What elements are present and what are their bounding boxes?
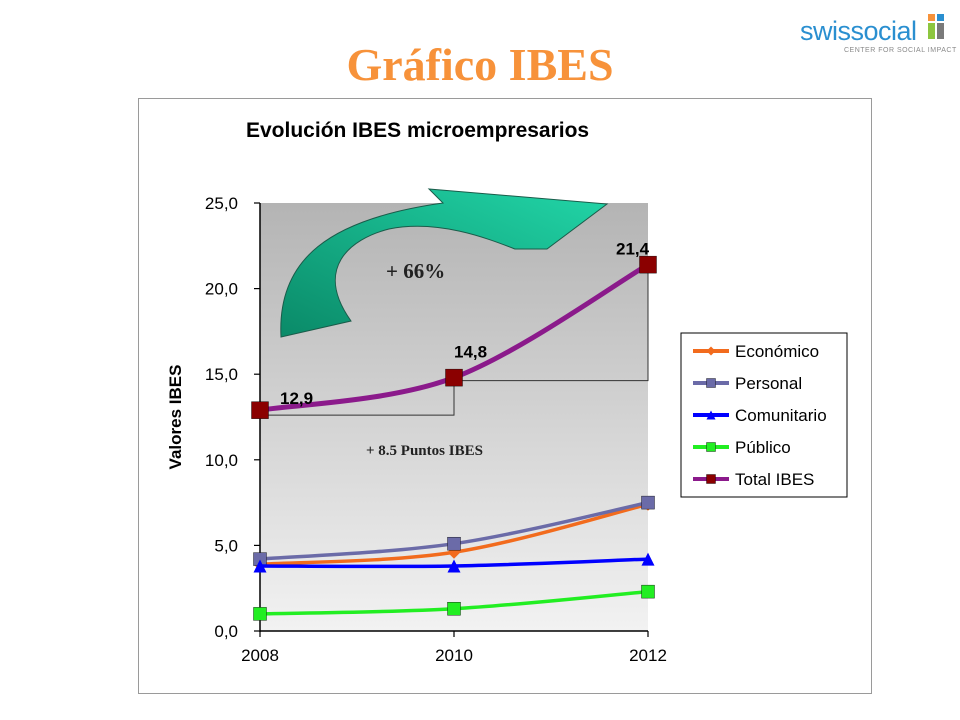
legend: Económico Personal Comunitario Público Total… — [680, 332, 848, 498]
data-point-comunitario — [253, 559, 267, 573]
logo-square-blue — [937, 14, 944, 21]
x-tick-label: 2008 — [241, 646, 279, 665]
legend-marker — [706, 378, 716, 388]
logo-text: swissocial — [800, 16, 917, 46]
legend-label: Económico — [735, 342, 819, 361]
legend-label: Total IBES — [735, 470, 814, 489]
legend-item-personal: Personal — [693, 374, 802, 393]
chart-title: Evolución IBES microempresarios — [246, 119, 589, 142]
series-personal — [253, 495, 655, 566]
data-label: 21,4 — [616, 240, 650, 259]
axes: 0,0 5,0 10,0 15,0 20,0 25,0 2008 2010 2012 — [205, 194, 667, 665]
legend-marker — [706, 346, 716, 356]
legend-marker — [706, 410, 716, 420]
legend-label: Comunitario — [735, 406, 827, 425]
series-publico — [253, 584, 655, 621]
chart-svg: Evolución IBES microempresarios Valores … — [166, 119, 848, 665]
growth-arrow — [280, 188, 609, 338]
data-point-comunitario — [641, 552, 655, 566]
legend-label: Personal — [735, 374, 802, 393]
series-group — [251, 255, 657, 621]
legend-marker — [706, 474, 716, 484]
logo-square-green — [928, 23, 935, 39]
data-point-total-ibes — [445, 368, 463, 387]
series-total-ibes — [251, 255, 657, 419]
data-point-total-ibes — [639, 255, 657, 274]
y-tick-label: 20,0 — [205, 280, 238, 299]
legend-item-comunitario: Comunitario — [693, 406, 827, 425]
logo-tagline: CENTER FOR SOCIAL IMPACT — [844, 47, 957, 54]
legend-item-publico: Público — [693, 438, 791, 457]
growth-connector — [454, 264, 649, 382]
data-point-total-ibes — [251, 401, 269, 419]
legend-item-economico: Económico — [693, 342, 819, 361]
legend-item-total-ibes: Total IBES — [693, 470, 814, 489]
series-comunitario — [253, 552, 655, 573]
data-label: 14,8 — [454, 343, 487, 362]
legend-label: Público — [735, 438, 791, 457]
y-tick-label: 15,0 — [205, 365, 238, 384]
y-tick-label: 10,0 — [205, 451, 238, 470]
data-point-personal — [447, 536, 461, 551]
data-labels: 12,9 14,8 21,4 — [280, 240, 650, 409]
swissocial-logo: swissocial CENTER FOR SOCIAL IMPACT — [800, 14, 956, 64]
points-annotation: + 8.5 Puntos IBES — [366, 443, 483, 459]
data-point-publico — [641, 584, 655, 599]
logo-square-grey — [937, 23, 944, 39]
y-axis-label: Valores IBES — [166, 365, 185, 470]
y-tick-label: 0,0 — [214, 622, 238, 641]
growth-annotation: + 66% — [386, 259, 445, 283]
x-tick-label: 2012 — [629, 646, 667, 665]
logo-square-orange — [928, 14, 935, 21]
y-tick-label: 5,0 — [214, 536, 238, 555]
x-tick-label: 2010 — [435, 646, 473, 665]
data-point-comunitario — [447, 559, 461, 573]
data-label: 12,9 — [280, 389, 313, 408]
chart-frame: Evolución IBES microempresarios Valores … — [138, 98, 872, 694]
data-point-publico — [253, 607, 267, 621]
data-point-personal — [641, 495, 655, 510]
data-point-publico — [447, 602, 461, 616]
page-title: Gráfico IBES — [346, 39, 614, 90]
legend-marker — [706, 442, 716, 452]
y-tick-label: 25,0 — [205, 194, 238, 213]
